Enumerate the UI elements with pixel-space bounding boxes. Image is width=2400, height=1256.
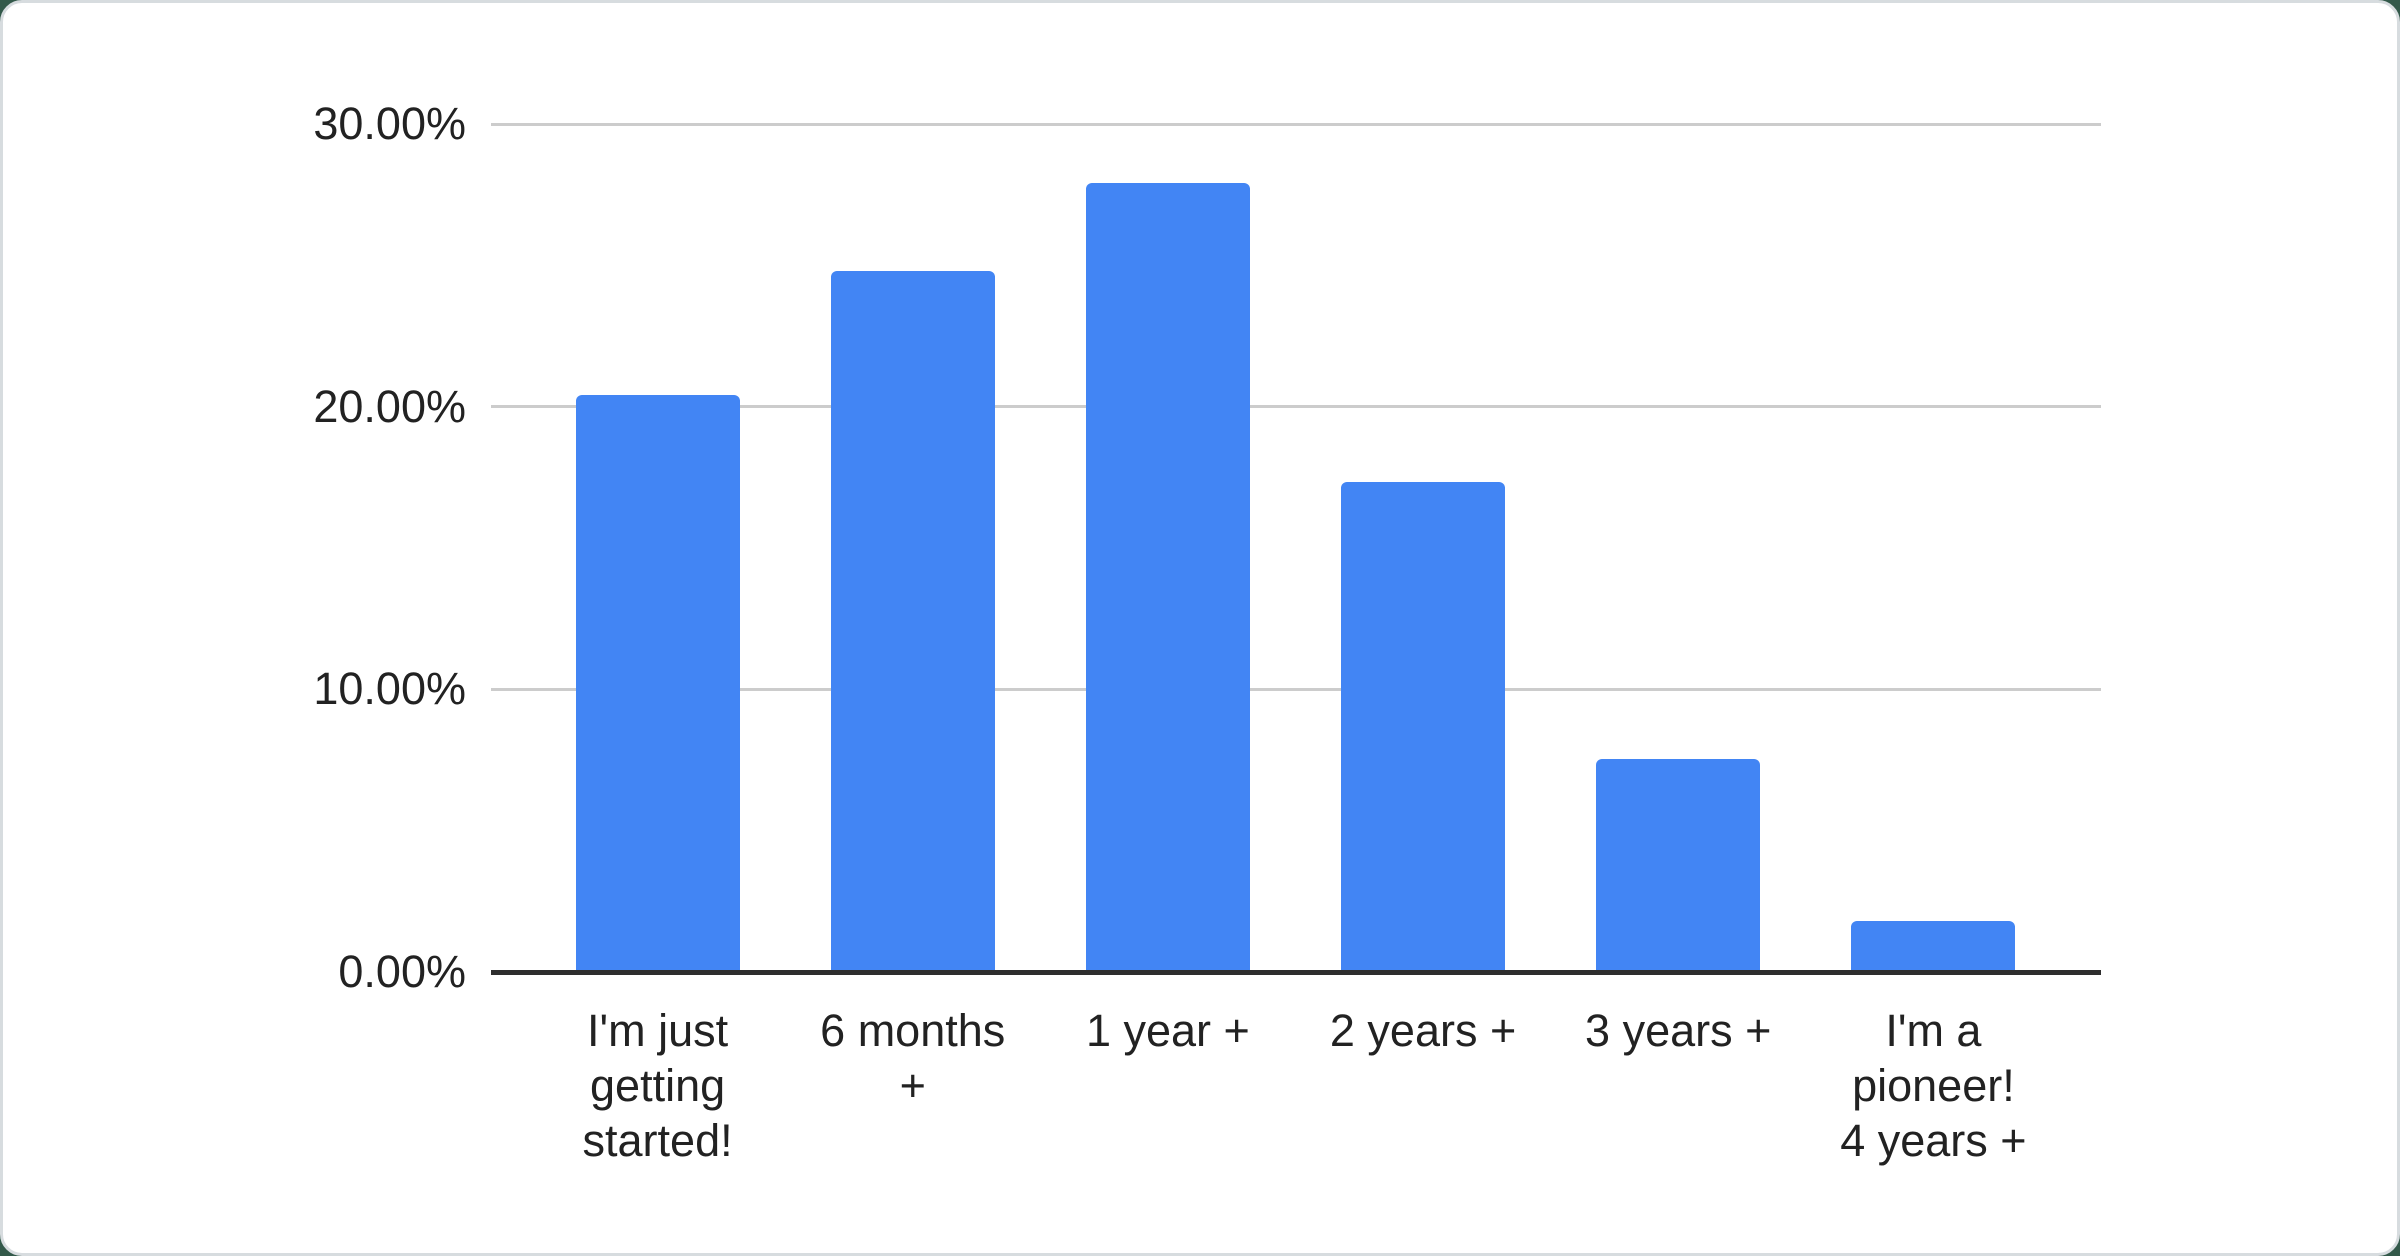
bar-chart-figure: 0.00% 10.00% 20.00% 30.00% I'm just getting … <box>3 3 2397 1253</box>
bar[interactable] <box>1851 921 2016 972</box>
bar[interactable] <box>1596 758 1761 972</box>
y-axis-tick-label: 20.00% <box>313 380 466 432</box>
x-axis-tick-label: 1 year + <box>1085 1005 1250 1056</box>
gridline <box>491 687 2101 691</box>
gridline <box>491 405 2101 409</box>
x-axis-tick-label: I'm a pioneer! 4 years + <box>1840 1005 2027 1166</box>
y-axis-tick-label: 30.00% <box>313 98 466 149</box>
bar[interactable] <box>1085 183 1250 972</box>
x-axis-tick-label: I'm just getting started! <box>582 1005 733 1166</box>
bar[interactable] <box>575 394 740 972</box>
bar[interactable] <box>830 270 995 972</box>
x-axis-tick-label: 6 months + <box>820 1005 1006 1111</box>
y-axis-tick-label: 10.00% <box>313 663 466 715</box>
gridline <box>491 122 2101 126</box>
y-axis-tick-label: 0.00% <box>338 946 466 997</box>
x-axis-tick-label: 2 years + <box>1329 1005 1517 1056</box>
bar[interactable] <box>1341 482 1506 972</box>
x-axis-tick-label: 3 years + <box>1585 1005 1772 1056</box>
x-axis-line <box>491 969 2101 975</box>
